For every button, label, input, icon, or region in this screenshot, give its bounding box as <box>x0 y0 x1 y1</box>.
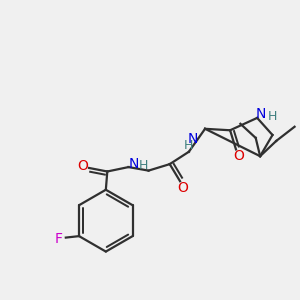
Text: N: N <box>187 132 198 146</box>
Text: O: O <box>178 181 188 195</box>
Text: H: H <box>139 159 148 172</box>
Text: O: O <box>233 149 244 163</box>
Text: O: O <box>77 160 88 173</box>
Text: N: N <box>128 157 139 170</box>
Text: F: F <box>54 232 62 246</box>
Text: H: H <box>184 139 194 152</box>
Text: N: N <box>256 107 266 122</box>
Text: H: H <box>268 110 277 123</box>
